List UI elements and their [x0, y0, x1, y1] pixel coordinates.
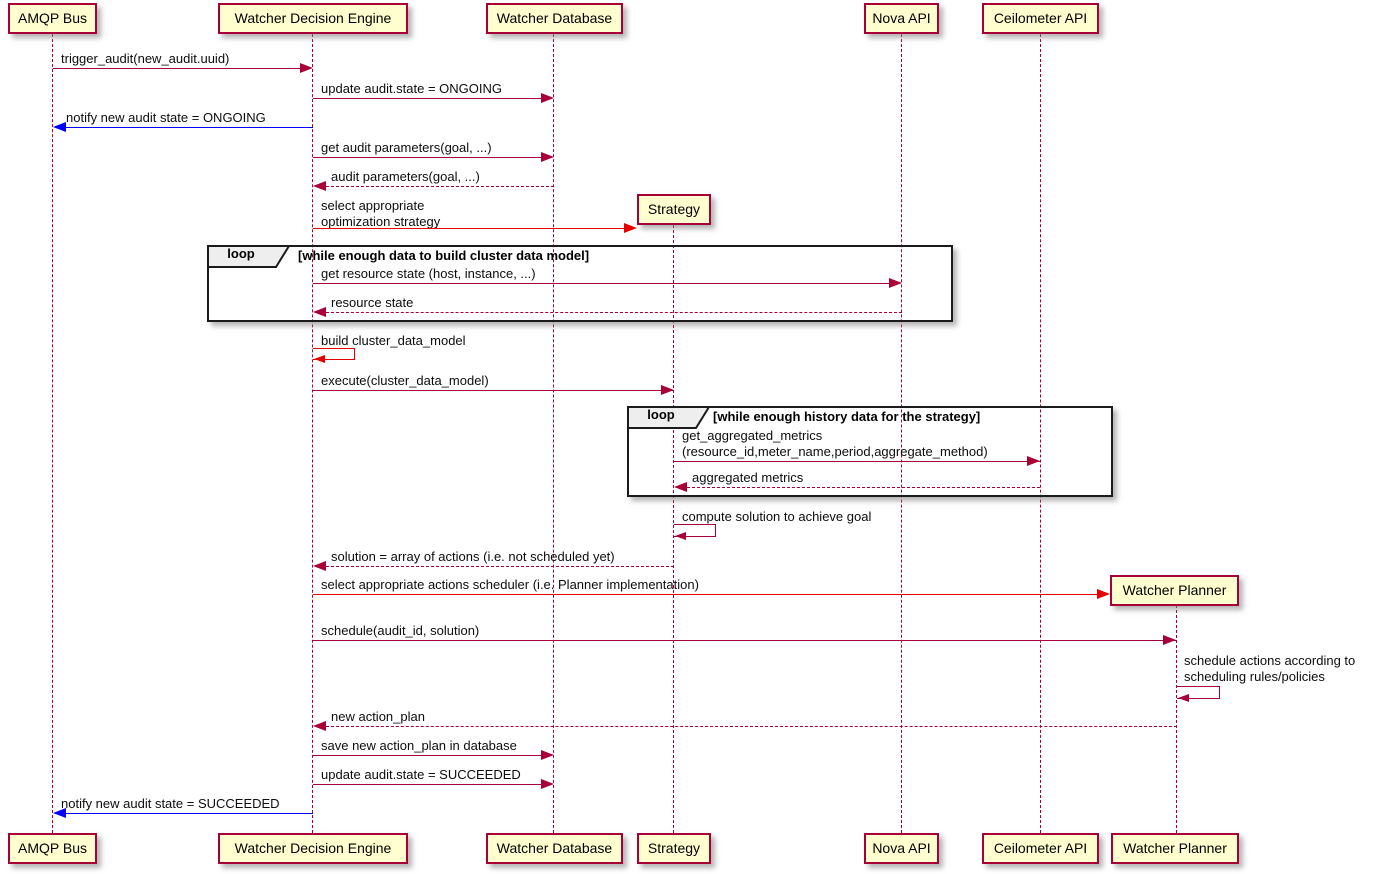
- message-arrow-select-strategy: [313, 228, 624, 229]
- message-label-update-state-succeeded: update audit.state = SUCCEEDED: [321, 767, 521, 782]
- message-label-select-strategy-line2: optimization strategy: [321, 214, 441, 229]
- self-message-schedule-actions: [1177, 686, 1220, 699]
- participant-strategy-bottom: Strategy: [637, 833, 711, 864]
- lifeline-ceilometer-api: [1040, 34, 1041, 833]
- message-arrow-update-state-succeeded: [313, 784, 541, 785]
- arrowhead-icon: [313, 721, 326, 731]
- arrowhead-icon: [1027, 456, 1040, 466]
- message-arrow-select-actions-scheduler: [313, 594, 1097, 595]
- message-arrow-audit-parameters-return: [326, 186, 554, 187]
- message-label-select-strategy-line1: select appropriate: [321, 198, 425, 213]
- loop-tab: loop: [207, 245, 291, 273]
- lifeline-watcher-decision-engine: [312, 34, 313, 833]
- loop-keyword: loop: [647, 407, 675, 422]
- message-label-aggregated-metrics: aggregated metrics: [692, 470, 804, 485]
- message-label-audit-parameters-return: audit parameters(goal, ...): [331, 169, 480, 184]
- message-arrow-update-state-ongoing: [313, 98, 541, 99]
- arrowhead-icon: [674, 482, 687, 492]
- loop-condition: [while enough data to build cluster data…: [298, 248, 590, 263]
- message-arrow-get-aggregated-metrics: [674, 461, 1040, 462]
- message-label-get-aggregated-metrics-line1: get_aggregated_metrics: [682, 428, 823, 443]
- arrowhead-icon: [313, 561, 326, 571]
- arrowhead-icon: [541, 152, 554, 162]
- message-label-notify-ongoing: notify new audit state = ONGOING: [66, 110, 266, 125]
- loop-tab: loop: [627, 406, 711, 434]
- lifeline-amqp-bus: [52, 34, 53, 833]
- message-label-notify-succeeded: notify new audit state = SUCCEEDED: [61, 796, 280, 811]
- message-arrow-notify-succeeded: [66, 813, 313, 814]
- message-arrow-trigger-audit: [53, 68, 301, 69]
- arrowhead-icon: [314, 355, 325, 363]
- loop-frame-cluster-data: loop: [207, 245, 953, 322]
- message-arrow-aggregated-metrics: [687, 487, 1040, 488]
- arrowhead-icon: [675, 532, 686, 540]
- message-label-update-state-ongoing: update audit.state = ONGOING: [321, 81, 503, 96]
- message-label-get-resource-state: get resource state (host, instance, ...): [321, 266, 536, 281]
- arrowhead-icon: [1097, 589, 1110, 599]
- message-label-get-aggregated-metrics-line2: (resource_id,meter_name,period,aggregate…: [682, 444, 988, 459]
- arrowhead-icon: [624, 223, 637, 233]
- arrowhead-icon: [1178, 694, 1189, 702]
- message-arrow-new-action-plan: [326, 726, 1177, 727]
- message-arrow-resource-state: [326, 312, 902, 313]
- participant-watcher-decision-engine-top: Watcher Decision Engine: [218, 3, 408, 34]
- message-arrow-schedule: [313, 640, 1176, 641]
- participant-strategy: Strategy: [637, 194, 711, 225]
- message-arrow-notify-ongoing: [66, 127, 313, 128]
- participant-ceilometer-api-bottom: Ceilometer API: [982, 833, 1099, 864]
- message-arrow-get-resource-state: [313, 283, 889, 284]
- arrowhead-icon: [53, 122, 66, 132]
- self-message-compute-solution: [674, 524, 716, 537]
- message-label-new-action-plan: new action_plan: [331, 709, 425, 724]
- message-label-select-actions-scheduler: select appropriate actions scheduler (i.…: [321, 577, 699, 592]
- participant-watcher-decision-engine-bottom: Watcher Decision Engine: [218, 833, 408, 864]
- message-label-schedule-actions-line1: schedule actions according to: [1184, 653, 1356, 668]
- message-label-schedule: schedule(audit_id, solution): [321, 623, 480, 638]
- participant-amqp-bus-top: AMQP Bus: [8, 3, 97, 34]
- participant-watcher-planner: Watcher Planner: [1110, 575, 1239, 606]
- arrowhead-icon: [541, 93, 554, 103]
- message-label-build-cluster-data-model: build cluster_data_model: [321, 333, 466, 348]
- message-arrow-execute: [313, 390, 674, 391]
- participant-watcher-database-bottom: Watcher Database: [486, 833, 623, 864]
- arrowhead-icon: [661, 385, 674, 395]
- message-label-save-action-plan: save new action_plan in database: [321, 738, 517, 753]
- message-arrow-get-audit-parameters: [313, 157, 541, 158]
- message-label-resource-state: resource state: [331, 295, 414, 310]
- lifeline-nova-api: [901, 34, 902, 833]
- participant-watcher-database-top: Watcher Database: [486, 3, 623, 34]
- arrowhead-icon: [1163, 635, 1176, 645]
- message-label-execute: execute(cluster_data_model): [321, 373, 489, 388]
- message-label-solution-array: solution = array of actions (i.e. not sc…: [331, 549, 615, 564]
- message-label-trigger-audit: trigger_audit(new_audit.uuid): [61, 51, 230, 66]
- loop-keyword: loop: [227, 246, 255, 261]
- message-label-schedule-actions-line2: scheduling rules/policies: [1184, 669, 1325, 684]
- arrowhead-icon: [313, 307, 326, 317]
- arrowhead-icon: [53, 808, 66, 818]
- lifeline-strategy: [673, 225, 674, 833]
- participant-nova-api-top: Nova API: [864, 3, 939, 34]
- lifeline-watcher-database: [553, 34, 554, 833]
- arrowhead-icon: [541, 750, 554, 760]
- participant-ceilometer-api-top: Ceilometer API: [982, 3, 1099, 34]
- participant-amqp-bus-bottom: AMQP Bus: [8, 833, 97, 864]
- message-label-get-audit-parameters: get audit parameters(goal, ...): [321, 140, 492, 155]
- participant-nova-api-bottom: Nova API: [864, 833, 939, 864]
- message-arrow-save-action-plan: [313, 755, 541, 756]
- lifeline-watcher-planner: [1176, 605, 1177, 833]
- arrowhead-icon: [889, 278, 902, 288]
- participant-watcher-planner-bottom: Watcher Planner: [1111, 833, 1239, 864]
- loop-condition: [while enough history data for the strat…: [713, 409, 981, 424]
- arrowhead-icon: [300, 63, 313, 73]
- self-message-build-cluster-data-model: [313, 348, 355, 360]
- message-arrow-solution-array: [326, 566, 674, 567]
- arrowhead-icon: [541, 779, 554, 789]
- message-label-compute-solution: compute solution to achieve goal: [682, 509, 872, 524]
- loop-frame-history-data: loop: [627, 406, 1113, 497]
- arrowhead-icon: [313, 181, 326, 191]
